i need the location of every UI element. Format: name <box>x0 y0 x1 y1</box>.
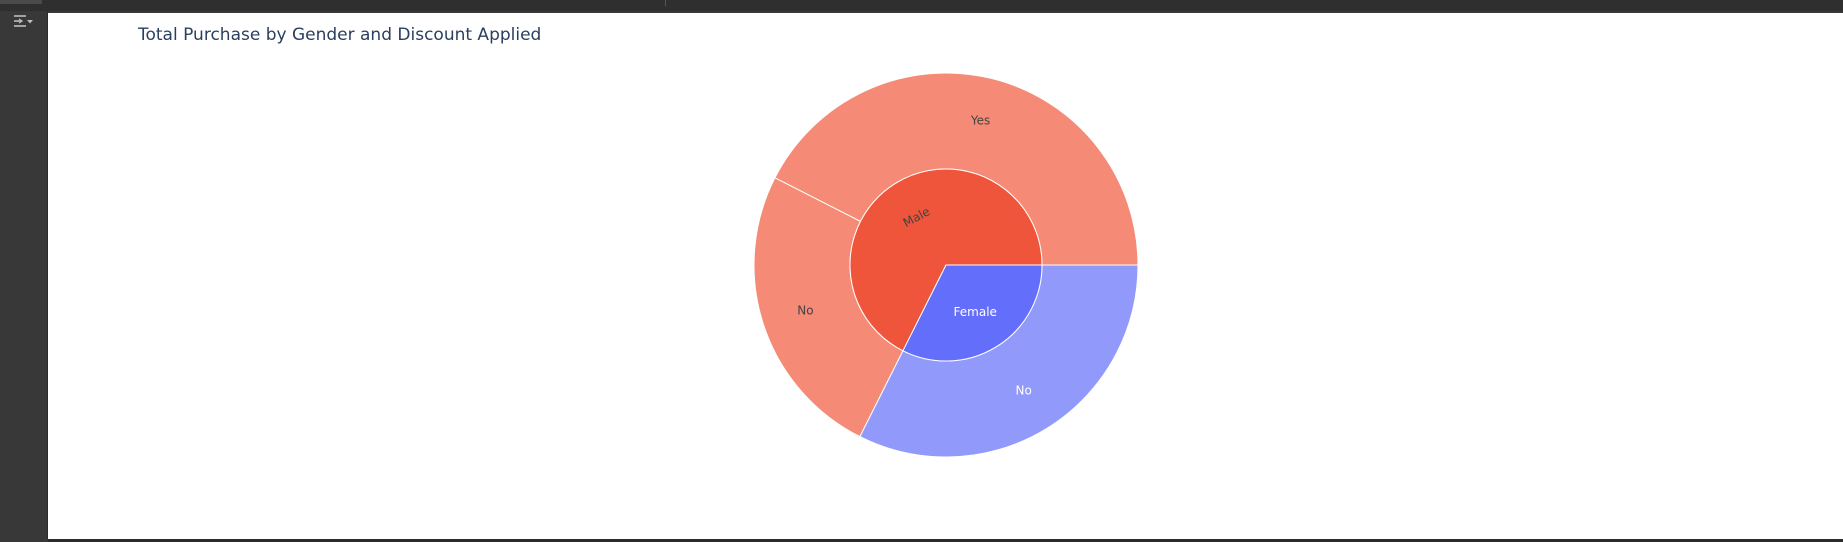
top-bar-divider <box>665 0 666 6</box>
top-bar-tab <box>0 0 42 4</box>
cell-gutter <box>0 11 47 542</box>
top-bar <box>0 0 1843 11</box>
output-collapse-icon <box>14 15 33 27</box>
output-collapse-button[interactable] <box>10 11 36 33</box>
inner-slice-male[interactable] <box>849 168 1043 352</box>
gutter-divider <box>47 11 48 539</box>
outer-label-male-no: No <box>797 304 813 318</box>
output-bottom-border <box>48 539 1843 542</box>
outer-label-female-no: No <box>1016 383 1032 397</box>
inner-slice-female[interactable] <box>902 264 1043 362</box>
cell-output: Total Purchase by Gender and Discount Ap… <box>48 13 1843 539</box>
chart-title: Total Purchase by Gender and Discount Ap… <box>138 25 542 45</box>
inner-label-female: Female <box>954 305 997 319</box>
outer-label-male-yes: Yes <box>970 114 990 128</box>
